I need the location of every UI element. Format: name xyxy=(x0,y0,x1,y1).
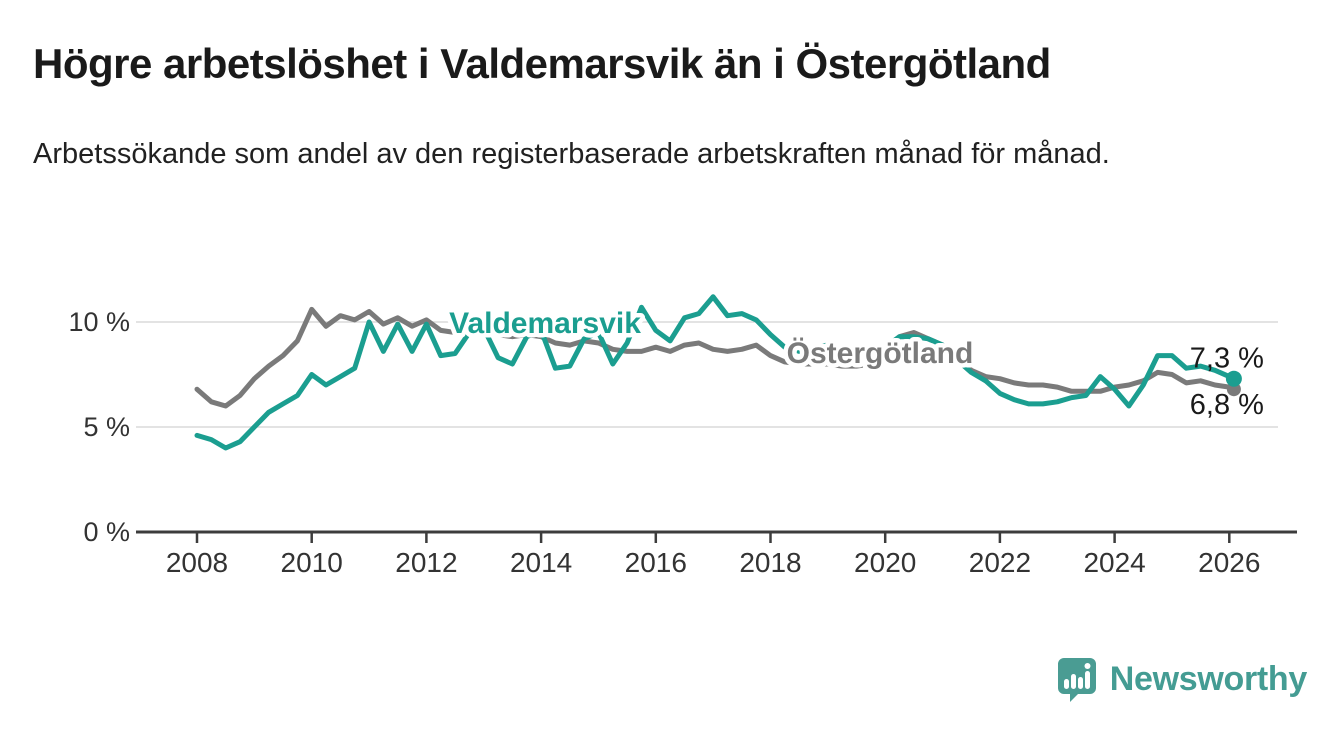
x-axis-tick-label: 2026 xyxy=(1198,547,1260,578)
x-axis-tick-label: 2014 xyxy=(510,547,572,578)
logo-bar-3 xyxy=(1077,677,1083,689)
end-dot-valdemarsvik xyxy=(1225,370,1242,387)
x-axis-tick-label: 2016 xyxy=(625,547,687,578)
logo-bar-1 xyxy=(1063,679,1069,689)
logo-exclamation-bar xyxy=(1084,671,1090,689)
series-line-valdemarsvik xyxy=(194,294,1237,451)
x-axis-tick-label: 2022 xyxy=(969,547,1031,578)
x-axis-tick-label: 2008 xyxy=(166,547,228,578)
x-axis-tick-label: 2018 xyxy=(739,547,801,578)
series-label-valdemarsvik: Valdemarsvik xyxy=(449,307,641,340)
logo-exclamation-dot xyxy=(1084,663,1091,669)
brand-name: Newsworthy xyxy=(1109,659,1308,698)
x-axis-tick-label: 2020 xyxy=(854,547,916,578)
end-value-label-valdemarsvik: 7,3 % xyxy=(1190,343,1264,375)
x-axis-tick-label: 2012 xyxy=(395,547,457,578)
x-axis-tick-label: 2024 xyxy=(1083,547,1145,578)
footer-branding: Newsworthy xyxy=(1055,656,1307,702)
series-line-ostergotland xyxy=(194,306,1237,409)
series-label-ostergotland: Östergötland xyxy=(787,337,974,370)
chart-title: Högre arbetslöshet i Valdemarsvik än i Ö… xyxy=(33,40,1051,87)
chart-subtitle: Arbetssökande som andel av den registerb… xyxy=(33,138,1110,170)
logo-bar-2 xyxy=(1070,674,1076,689)
end-value-label-ostergotland: 6,8 % xyxy=(1190,389,1264,421)
logo-bubble-shape xyxy=(1057,658,1096,702)
y-axis-tick-label: 10 % xyxy=(68,307,130,337)
y-axis-tick-label: 5 % xyxy=(83,412,130,442)
x-axis-tick-label: 2010 xyxy=(281,547,343,578)
newsworthy-logo-icon xyxy=(1057,658,1096,702)
y-axis-tick-label: 0 % xyxy=(83,517,130,547)
